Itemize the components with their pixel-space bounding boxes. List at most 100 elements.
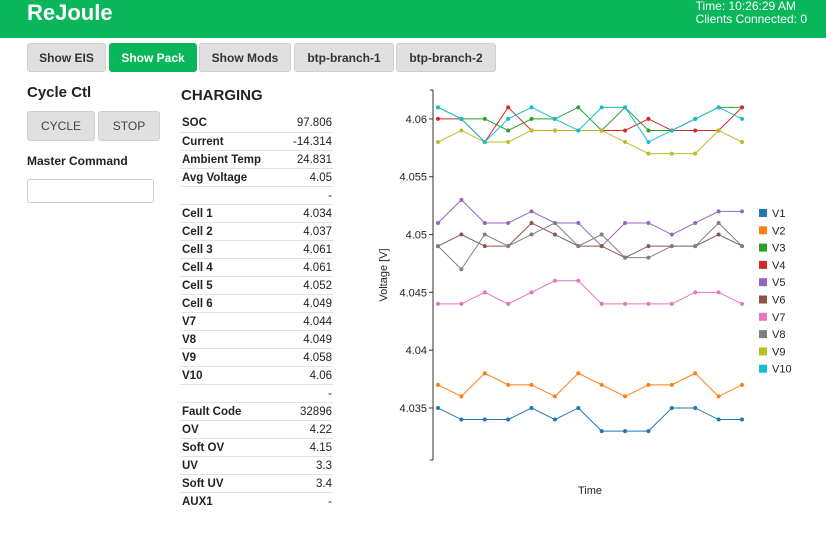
data-point-v5 [482, 220, 487, 225]
data-point-v3 [646, 128, 651, 133]
row-value: 4.052 [303, 279, 332, 292]
series-line-v8 [437, 222, 743, 270]
tab-btp-branch-1[interactable]: btp-branch-1 [294, 43, 394, 72]
data-point-v1 [436, 405, 440, 410]
row-value: 4.044 [303, 315, 332, 328]
data-point-v4 [623, 128, 628, 133]
data-point-v10 [459, 116, 464, 121]
legend-label: V7 [772, 312, 785, 324]
voltage-chart-svg: 4.035 4.04 4.045 4.05 4.055 4.06 Voltage [V] Ti… [378, 89, 792, 497]
tab-show-pack[interactable]: Show Pack [109, 43, 197, 72]
legend-swatch [759, 226, 767, 235]
series-line-v10 [437, 106, 743, 143]
data-point-v2 [459, 394, 464, 399]
chart-series [436, 105, 744, 434]
row-key: Current [182, 135, 224, 148]
table-row: Current -14.314 [180, 132, 333, 150]
data-point-v7 [529, 290, 534, 295]
data-point-v1 [623, 429, 628, 434]
tab-show-eis[interactable]: Show EIS [27, 43, 106, 72]
data-point-v2 [482, 371, 487, 376]
data-point-v2 [576, 371, 581, 376]
data-point-v7 [552, 278, 557, 283]
row-key: Cell 1 [182, 207, 213, 220]
row-value: - [328, 189, 332, 202]
data-point-v7 [646, 301, 651, 306]
stop-button[interactable]: STOP [98, 111, 160, 141]
row-key: V10 [182, 369, 203, 382]
table-row: Fault Code 32896 [180, 402, 333, 420]
data-point-v6 [482, 244, 487, 249]
data-point-v9 [693, 151, 698, 156]
data-point-v1 [506, 417, 511, 422]
row-key: Avg Voltage [182, 171, 248, 184]
data-point-v5 [693, 220, 698, 225]
data-point-v2 [693, 371, 698, 376]
legend-swatch [759, 243, 767, 252]
data-point-v7 [693, 290, 698, 295]
data-point-v4 [436, 116, 440, 121]
data-point-v5 [436, 220, 440, 225]
legend-swatch [759, 295, 767, 304]
row-value: 3.3 [316, 459, 332, 472]
data-point-v8 [669, 244, 674, 249]
data-point-v7 [482, 290, 487, 295]
data-point-v2 [552, 394, 557, 399]
tab-show-mods[interactable]: Show Mods [199, 43, 291, 72]
data-point-v1 [529, 405, 534, 410]
table-row: Cell 5 4.052 [180, 276, 333, 294]
data-point-v7 [436, 301, 440, 306]
data-point-v9 [646, 151, 651, 156]
data-point-v8 [482, 232, 487, 237]
data-point-v6 [599, 244, 604, 249]
data-point-v3 [506, 128, 511, 133]
data-point-v1 [576, 405, 581, 410]
row-key: Cell 5 [182, 279, 213, 292]
legend-label: V5 [772, 277, 785, 289]
table-row: V9 4.058 [180, 348, 333, 366]
table-row: Cell 1 4.034 [180, 204, 333, 222]
table-row: Soft OV 4.15 [180, 438, 333, 456]
row-value: 24.831 [296, 153, 332, 166]
data-point-v10 [529, 105, 534, 110]
chart-legend: V1 V2 V3 V4 V5 V6 V7 V8 V9 V10 [759, 208, 792, 376]
data-point-v9 [599, 128, 604, 133]
row-value: 4.034 [303, 207, 332, 220]
data-point-v8 [506, 244, 511, 249]
data-point-v3 [529, 116, 534, 121]
data-point-v7 [740, 301, 744, 306]
table-row: V8 4.049 [180, 330, 333, 348]
table-row: Ambient Temp 24.831 [180, 150, 333, 168]
row-key: OV [182, 423, 199, 436]
data-point-v9 [740, 140, 744, 145]
data-point-v8 [459, 267, 464, 272]
row-key: SOC [182, 117, 207, 129]
table-row: OV 4.22 [180, 420, 333, 438]
series-line-v9 [437, 129, 743, 155]
data-point-v10 [576, 128, 581, 133]
data-point-v7 [716, 290, 721, 295]
data-point-v1 [669, 405, 674, 410]
row-key: Fault Code [182, 405, 242, 418]
data-point-v6 [552, 232, 557, 237]
row-key: Ambient Temp [182, 153, 262, 166]
row-value: 4.037 [303, 225, 332, 238]
row-key: Soft UV [182, 477, 224, 490]
master-command-input[interactable] [27, 179, 154, 203]
data-point-v5 [576, 220, 581, 225]
y-tick-label: 4.055 [399, 172, 427, 184]
table-row: V10 4.06 [180, 366, 333, 384]
app-header: ReJoule Time: 10:26:29 AM Clients Connec… [0, 0, 826, 38]
row-key: UV [182, 459, 198, 472]
data-point-v5 [740, 209, 744, 214]
row-value: 3.4 [316, 477, 332, 490]
data-point-v5 [506, 220, 511, 225]
cycle-button[interactable]: CYCLE [27, 111, 95, 141]
data-point-v1 [716, 417, 721, 422]
data-point-v4 [506, 105, 511, 110]
data-point-v8 [599, 232, 604, 237]
tab-btp-branch-2[interactable]: btp-branch-2 [396, 43, 496, 72]
legend-label: V1 [772, 208, 785, 220]
table-row: Soft UV 3.4 [180, 474, 333, 492]
series-line-v2 [437, 372, 743, 398]
